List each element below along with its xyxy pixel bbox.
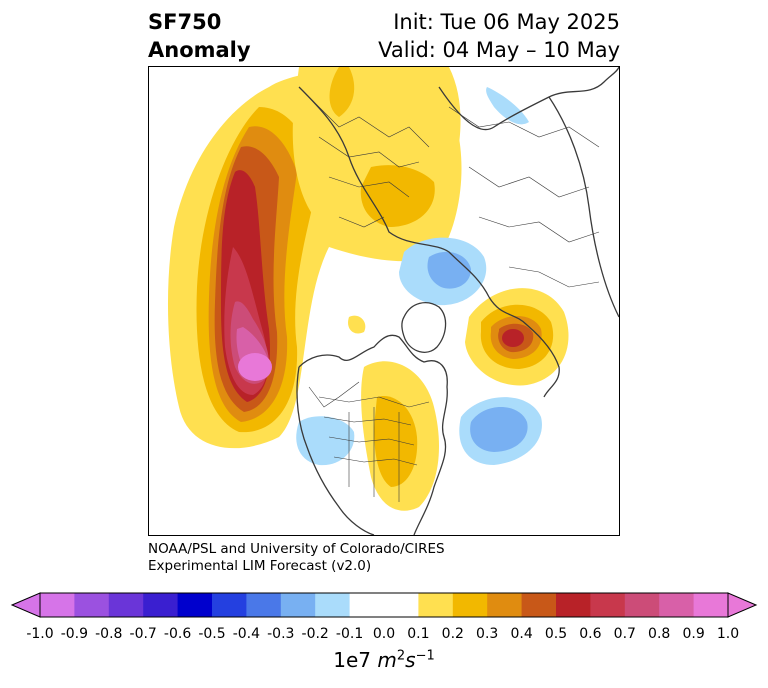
colorbar-tick-label: 1.0 (716, 626, 740, 642)
units-m-exp: 2 (396, 648, 406, 664)
colorbar-cell (74, 593, 110, 617)
colorbar-cell (177, 593, 213, 617)
colorbar-cell (40, 593, 75, 617)
variable-title: SF750 (148, 10, 222, 34)
colorbar-tick-label: 0.2 (441, 626, 464, 642)
credit-text: NOAA/PSL and University of Colorado/CIRE… (148, 541, 445, 575)
colorbar-cells (40, 593, 729, 617)
units-base: 1e7 (333, 648, 372, 672)
colorbar-tick-label: -0.7 (129, 626, 157, 642)
positive-anomaly-east (465, 288, 569, 386)
anomaly-map (167, 67, 619, 535)
colorbar-cell (108, 593, 144, 617)
colorbar-tick-label: -0.8 (95, 626, 123, 642)
colorbar-cell (624, 593, 660, 617)
borders (308, 96, 600, 502)
init-date: Init: Tue 06 May 2025 (393, 10, 620, 34)
colorbar-tick-label: 0.8 (648, 626, 671, 642)
colorbar-cell (693, 593, 729, 617)
colorbar-tick-label: 0.1 (407, 626, 430, 642)
colorbar-cell (487, 593, 523, 617)
colorbar-tick-label: 0.5 (544, 626, 568, 642)
colorbar-tick-label: -1.0 (26, 626, 54, 642)
valid-range: Valid: 04 May – 10 May (378, 38, 620, 62)
colorbar-tick-label: 0.6 (579, 626, 602, 642)
colorbar-cell (659, 593, 695, 617)
colorbar-cell (384, 593, 419, 617)
coastlines (296, 67, 619, 535)
colorbar-tick-label: -0.3 (267, 626, 295, 642)
colorbar-cell (143, 593, 179, 617)
colorbar-cell (590, 593, 626, 617)
colorbar-cell (418, 593, 454, 617)
title-right: Init: Tue 06 May 2025 Valid: 04 May – 10… (378, 8, 620, 64)
credit-line-1: NOAA/PSL and University of Colorado/CIRE… (148, 541, 445, 557)
colorbar-cell (452, 593, 488, 617)
negative-anomaly-areas (296, 87, 542, 466)
colorbar-tick-label: -0.9 (60, 626, 89, 642)
colorbar-units: 1e7 m2s−1 (0, 648, 768, 672)
colorbar-outline (39, 592, 729, 618)
positive-anomaly-north (292, 67, 461, 236)
colorbar (10, 592, 758, 618)
credit-line-2: Experimental LIM Forecast (v2.0) (148, 558, 372, 574)
colorbar-extend-right (727, 592, 758, 618)
colorbar-cell (280, 593, 316, 617)
colorbar-tick-label: 0.7 (613, 626, 636, 642)
colorbar-tick-label: -0.4 (232, 626, 261, 642)
positive-anomaly-na (348, 315, 439, 511)
colorbar-tick-label: 0.3 (476, 626, 499, 642)
colorbar-tick-labels: -1.0 -0.9 -0.8 -0.7 -0.6 -0.5 -0.4 -0.3 -0.2 -0.1… (0, 626, 768, 646)
colorbar-tick-label: -0.5 (198, 626, 226, 642)
colorbar-cell (521, 593, 557, 617)
colorbar-cell (556, 593, 591, 617)
colorbar-extend-left (10, 592, 41, 618)
colorbar-tick-label: 0.0 (372, 626, 396, 642)
map-panel (148, 66, 620, 536)
colorbar-cell (349, 593, 385, 617)
title-left: SF750 Anomaly (148, 8, 251, 64)
colorbar-cell (246, 593, 282, 617)
units-m: m (377, 648, 397, 672)
colorbar-tick-label: -0.1 (335, 626, 364, 642)
colorbar-tick-label: -0.6 (163, 626, 192, 642)
units-s-exp: −1 (415, 648, 435, 664)
colorbar-cell (315, 593, 351, 617)
units-s: s (405, 648, 416, 672)
anomaly-title: Anomaly (148, 38, 251, 62)
colorbar-tick-label: -0.2 (301, 626, 329, 642)
colorbar-tick-label: 0.4 (510, 626, 533, 642)
colorbar-cell (212, 593, 247, 617)
colorbar-tick-label: 0.9 (682, 626, 705, 642)
